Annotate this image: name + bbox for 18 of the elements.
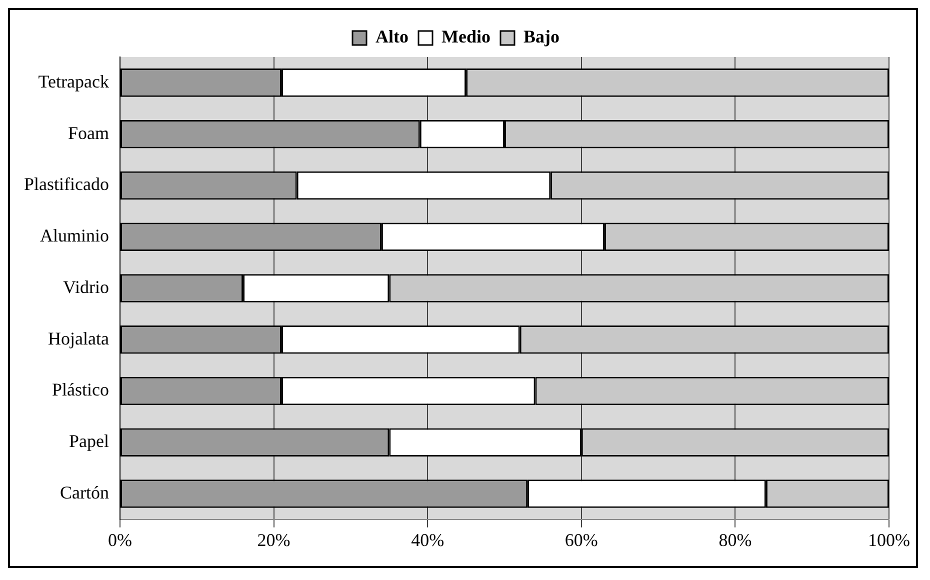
x-tick-label: 40% [411, 530, 444, 550]
legend-label: Bajo [523, 26, 560, 47]
y-tick-label: Hojalata [48, 328, 109, 348]
y-tick-label: Aluminio [40, 226, 109, 246]
y-tick-label: Tetrapack [38, 71, 109, 92]
x-tick-label: 0% [108, 530, 132, 550]
x-tick-label: 60% [564, 530, 598, 550]
y-tick-label: Foam [68, 122, 109, 143]
y-tick-label: Cartón [60, 482, 109, 502]
y-tick-label: Plastificado [24, 174, 109, 194]
y-tick-label: Papel [68, 431, 109, 452]
x-tick-label: 80% [718, 530, 752, 550]
y-tick-label: Vidrio [63, 276, 109, 297]
legend-label: Medio [442, 26, 490, 47]
legend-label: Alto [376, 26, 409, 47]
x-tick-label: 100% [868, 530, 910, 550]
x-tick-label: 20% [257, 530, 290, 550]
y-tick-label: Plástico [52, 380, 109, 400]
